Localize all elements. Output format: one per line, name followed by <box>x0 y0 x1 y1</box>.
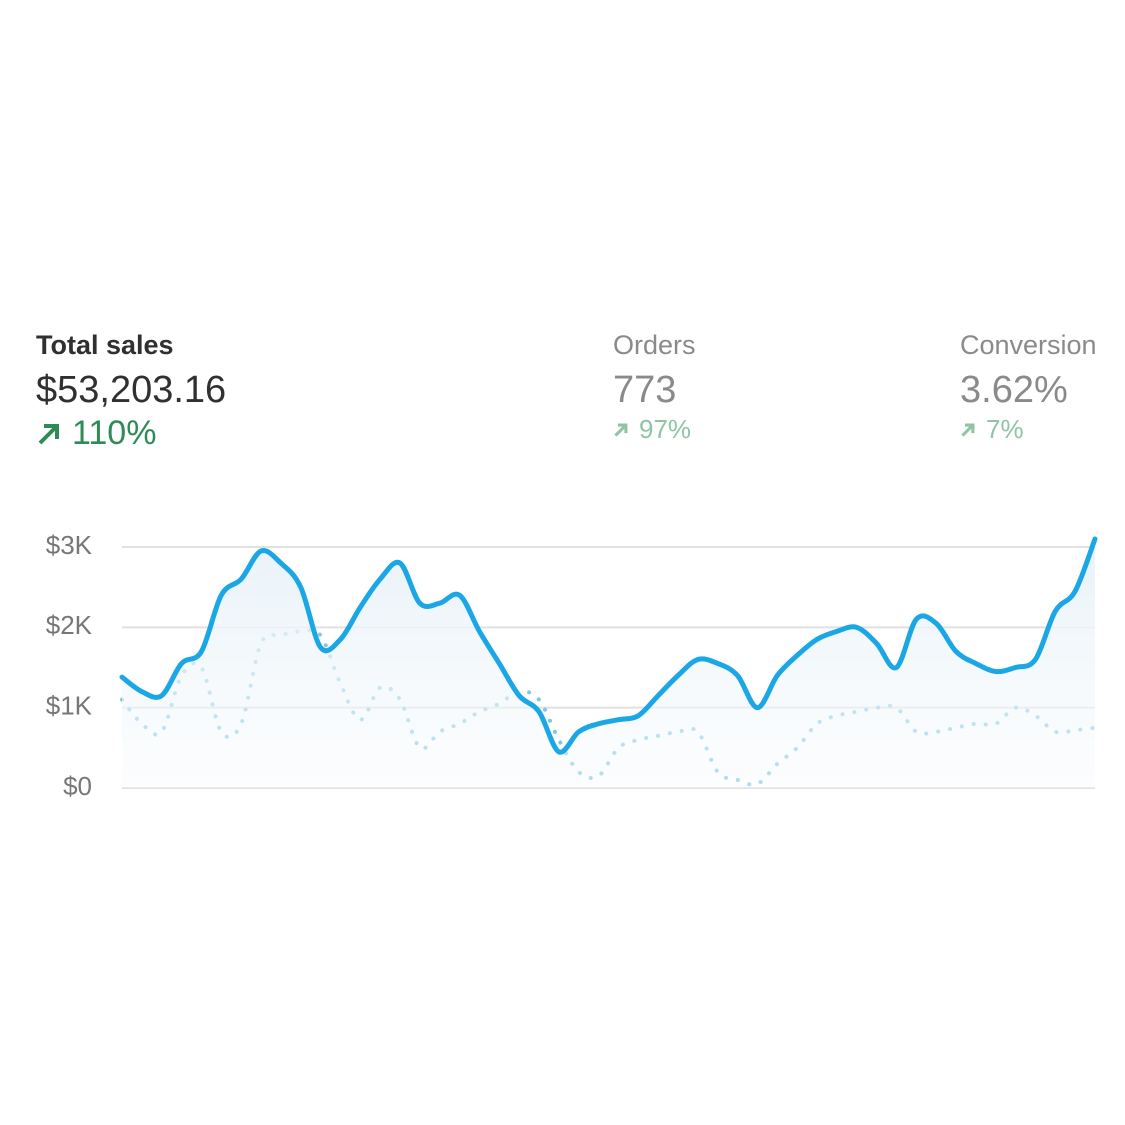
arrow-icon <box>38 423 59 444</box>
area <box>122 538 1095 788</box>
arrow-icon <box>614 423 628 437</box>
y-tick-label: $2K <box>46 610 93 640</box>
metric: Total sales $53,203.16 110% <box>36 330 226 453</box>
metric: Conversion 3.62% 7% <box>960 330 1097 445</box>
metric-value: 3.62% <box>960 369 1068 411</box>
metric-change: 110% <box>72 414 157 452</box>
metric: Orders 773 97% <box>613 330 696 445</box>
line <box>119 536 1098 755</box>
metric-change-row: 110% <box>36 414 226 453</box>
metric-label: Orders <box>613 330 696 360</box>
metric-label: Conversion <box>960 330 1097 360</box>
y-tick-label: $0 <box>63 771 92 801</box>
metric-value: $53,203.16 <box>36 369 227 411</box>
metric-change: 97% <box>639 414 692 444</box>
metric-change: 7% <box>986 414 1024 444</box>
metric-change-row: 97% <box>613 414 696 445</box>
metric-change-row: 7% <box>960 414 1097 445</box>
line <box>120 628 1097 787</box>
metric-value: 773 <box>613 369 677 411</box>
metric-label: Total sales <box>36 330 174 360</box>
y-tick-label: $3K <box>46 530 93 560</box>
arrow-icon <box>961 423 975 437</box>
y-tick-label: $1K <box>46 691 93 721</box>
